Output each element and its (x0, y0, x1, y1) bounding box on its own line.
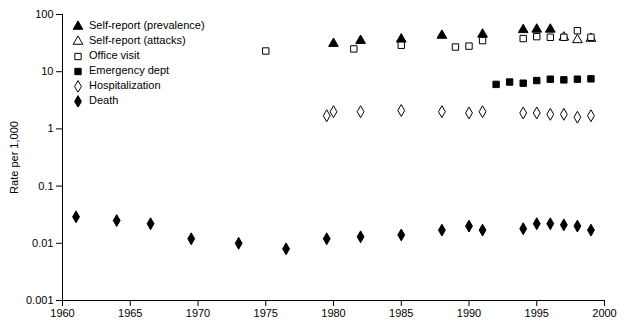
html-text:Emergency dept: Emergency dept (89, 64, 170, 76)
svg-text:1995: 1995 (525, 307, 549, 319)
svg-text:1985: 1985 (389, 307, 413, 319)
svg-text:1975: 1975 (254, 307, 278, 319)
html-text:Self-report (attacks): Self-report (attacks) (89, 34, 186, 46)
svg-text:1: 1 (47, 122, 53, 134)
html-text:Hospitalization: Hospitalization (89, 79, 161, 91)
html-text:Death: Death (89, 94, 119, 106)
svg-text:1980: 1980 (321, 307, 345, 319)
html-text:Self-report (prevalence): Self-report (prevalence) (89, 19, 205, 31)
svg-text:100: 100 (35, 8, 53, 20)
svg-text:0.001: 0.001 (26, 294, 54, 306)
html-text:Office visit: Office visit (89, 49, 140, 61)
svg-text:1990: 1990 (457, 307, 481, 319)
svg-text:1965: 1965 (118, 307, 142, 319)
svg-text:1960: 1960 (50, 307, 74, 319)
svg-text:10: 10 (41, 65, 53, 77)
svg-text:0.1: 0.1 (38, 180, 53, 192)
svg-text:Rate per 1,000: Rate per 1,000 (8, 121, 20, 194)
svg-text:0.01: 0.01 (32, 237, 53, 249)
svg-text:1970: 1970 (186, 307, 210, 319)
svg-text:2000: 2000 (592, 307, 616, 319)
